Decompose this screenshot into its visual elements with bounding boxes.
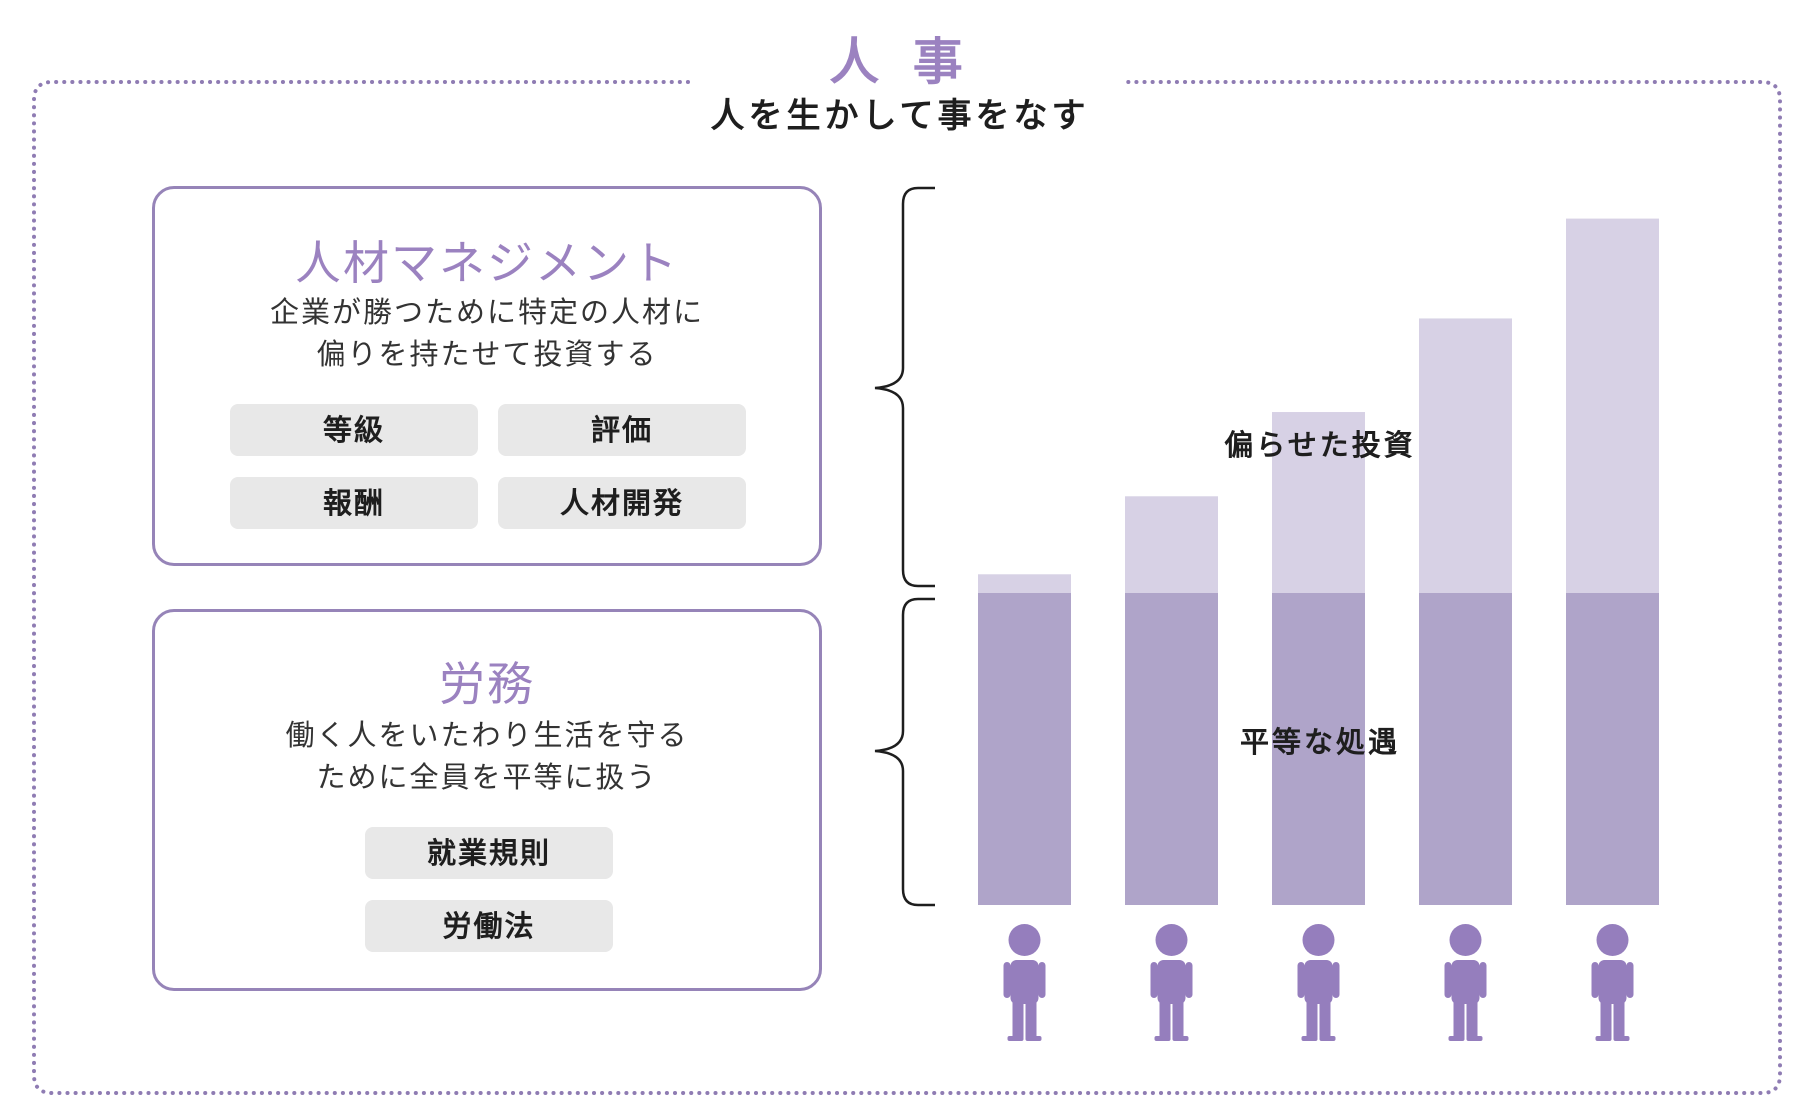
bar-investment-5 <box>1566 218 1659 593</box>
bar-equal-2 <box>1125 593 1218 905</box>
talent-description-line-2: 偏りを持たせて投資する <box>316 337 658 371</box>
talent-management-description: 企業が勝つために特定の人材に 偏りを持たせて投資する <box>155 291 819 375</box>
label-equal-treatment: 平等な処遇 <box>1240 725 1400 759</box>
labor-description-line-2: ために全員を平等に扱う <box>316 760 658 794</box>
person-icon <box>1003 924 1046 1041</box>
label-skewed-investment: 偏らせた投資 <box>1224 428 1415 462</box>
labor-title: 労務 <box>439 657 535 711</box>
brace-top <box>874 186 935 588</box>
talent-management-title: 人材マネジメント <box>295 236 679 290</box>
talent-management-panel: 人材マネジメント 企業が勝つために特定の人材に 偏りを持たせて投資する 等級 評… <box>152 186 822 566</box>
person-icon <box>1297 924 1340 1041</box>
labor-description-line-1: 働く人をいたわり生活を守る <box>285 718 689 752</box>
bar-investment-1 <box>978 574 1071 593</box>
chip-evaluation: 評価 <box>498 404 746 456</box>
page-title: 人 事 <box>829 33 971 91</box>
bar-equal-1 <box>978 593 1071 905</box>
person-icon <box>1444 924 1487 1041</box>
labor-description: 働く人をいたわり生活を守る ために全員を平等に扱う <box>155 714 819 798</box>
bar-investment-4 <box>1419 318 1512 593</box>
bar-equal-5 <box>1566 593 1659 905</box>
chip-talent-development: 人材開発 <box>498 477 746 529</box>
chip-work-rules: 就業規則 <box>365 827 613 879</box>
chip-grade: 等級 <box>230 404 478 456</box>
talent-description-line-1: 企業が勝つために特定の人材に <box>269 295 704 329</box>
person-icon <box>1150 924 1193 1041</box>
person-icon <box>1591 924 1634 1041</box>
chip-compensation: 報酬 <box>230 477 478 529</box>
chip-labor-law: 労働法 <box>365 900 613 952</box>
bar-equal-4 <box>1419 593 1512 905</box>
brace-bottom <box>874 597 935 907</box>
page-subtitle: 人を生かして事をなす <box>710 96 1090 136</box>
bar-equal-3 <box>1272 593 1365 905</box>
bar-investment-3 <box>1272 412 1365 593</box>
labor-panel: 労務 働く人をいたわり生活を守る ために全員を平等に扱う 就業規則 労働法 <box>152 609 822 991</box>
bar-investment-2 <box>1125 496 1218 593</box>
